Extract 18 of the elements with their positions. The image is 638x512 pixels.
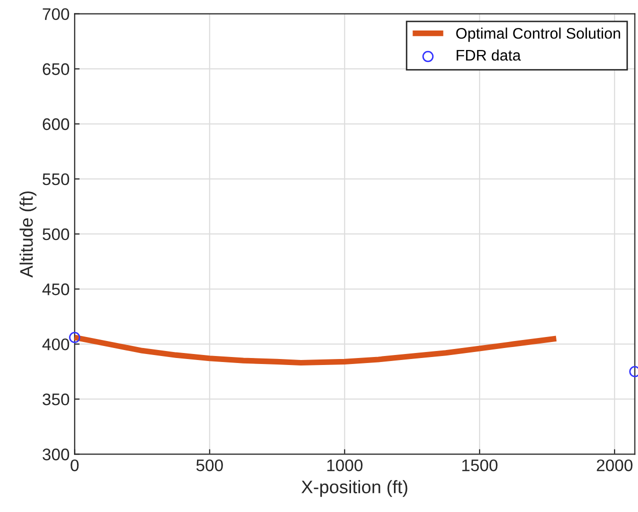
y-axis-title: Altitude (ft) [20,191,36,278]
y-tick-label: 550 [42,173,70,186]
y-tick-label: 650 [42,63,70,76]
x-axis-title: X-position (ft) [301,480,408,497]
y-tick-label: 300 [42,448,70,460]
legend-label: FDR data [456,49,521,61]
y-tick-label: 450 [42,283,70,296]
y-tick-label: 600 [42,118,70,130]
x-tick-label: 500 [196,459,223,472]
y-tick-label: 700 [42,8,70,20]
y-tick-label: 500 [42,228,70,240]
x-tick-label: 1000 [327,459,362,472]
y-tick-label: 400 [42,338,70,350]
x-tick-label: 1500 [462,459,498,472]
legend-label: Optimal Control Solution [456,28,620,42]
y-tick-label: 350 [42,394,70,406]
x-tick-label: 2000 [596,459,632,472]
x-tick-label: 0 [70,459,79,472]
